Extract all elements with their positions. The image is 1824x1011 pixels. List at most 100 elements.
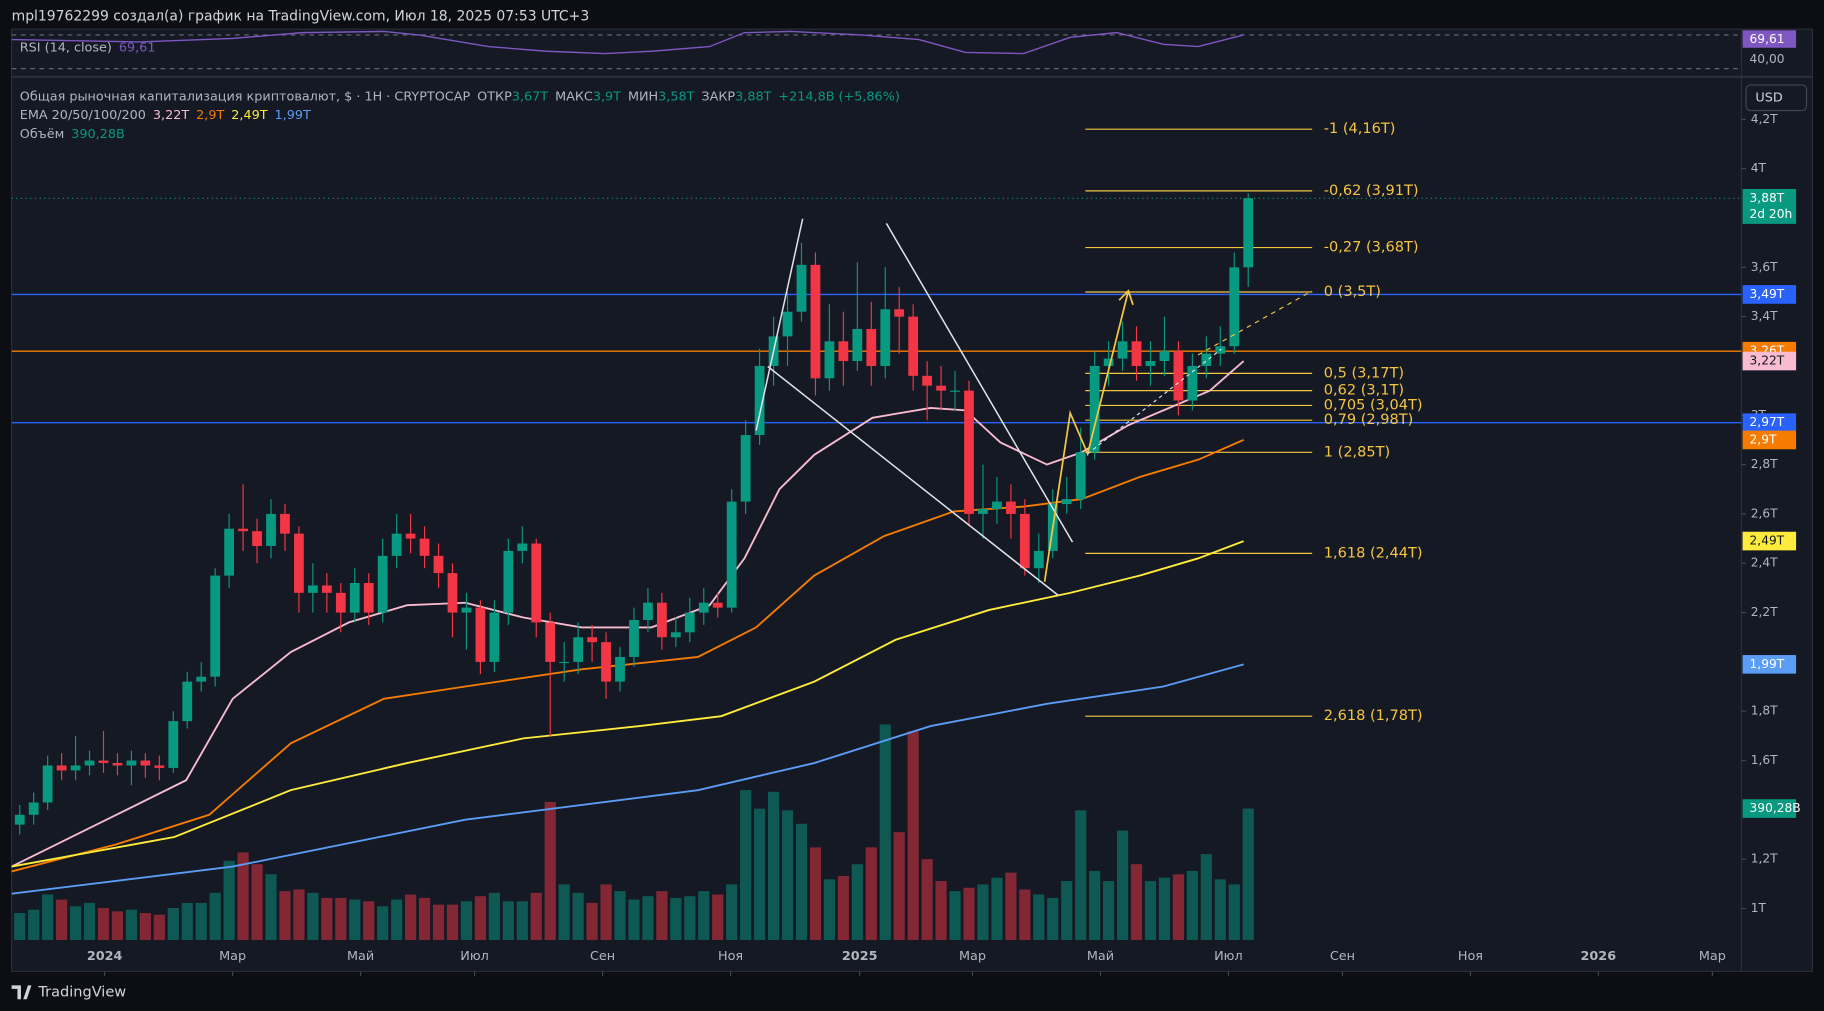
candle-body	[629, 619, 639, 657]
volume-bar	[1103, 881, 1115, 940]
volume-bar	[558, 884, 570, 940]
candle-body	[796, 264, 807, 312]
volume-bar	[307, 892, 319, 940]
trendline	[767, 365, 1060, 597]
candle-body	[1089, 365, 1100, 453]
volume-bar	[1242, 808, 1254, 940]
candle-body	[28, 802, 39, 815]
volume-bar	[125, 909, 137, 940]
candle-body	[294, 533, 304, 593]
y-tick-label: 1T	[1751, 901, 1767, 915]
volume-bar	[991, 877, 1003, 940]
credit: mpl19762299 создал(а) график на TradingV…	[12, 8, 590, 24]
candle-body	[70, 765, 81, 771]
volume-bar	[363, 901, 375, 940]
candle-body	[670, 632, 681, 638]
volume-bar	[544, 801, 556, 940]
y-tick-label: 2,2T	[1751, 605, 1778, 619]
candle-body	[810, 264, 821, 379]
candle-body	[475, 607, 486, 662]
last-price-tag	[1742, 188, 1797, 224]
volume-bar	[209, 892, 221, 940]
ema-value: 3,22T	[153, 108, 189, 123]
fib-label: 0,705 (3,04T)	[1324, 397, 1423, 413]
ema-value: 1,99T	[275, 108, 311, 123]
volume-bar	[377, 906, 389, 940]
candle-body	[1061, 499, 1072, 505]
candle-body	[1019, 513, 1030, 569]
projection	[1197, 290, 1313, 356]
volume-bar	[139, 913, 151, 940]
volume-bar	[977, 884, 989, 940]
currency-button[interactable]	[1745, 84, 1808, 112]
candle-body	[712, 602, 723, 608]
volume-bar	[1075, 810, 1087, 940]
y-tick-label: 3,4T	[1751, 309, 1778, 323]
ema-tag	[1742, 531, 1797, 551]
volume-bar	[851, 864, 863, 940]
y-tick-label: 1,6T	[1751, 753, 1778, 767]
volume-bar	[265, 874, 277, 940]
ema-line	[11, 439, 1245, 873]
x-tick-label: Мар	[1699, 949, 1726, 964]
rsi-level-label: 40,00	[1750, 52, 1785, 66]
volume-bar	[516, 901, 528, 940]
volume-bar	[726, 884, 738, 940]
rsi-line	[11, 30, 1244, 55]
candle-body	[335, 592, 346, 613]
fib-label: 1,618 (2,44T)	[1324, 545, 1423, 561]
candle-body	[964, 390, 974, 514]
volume-bar	[1228, 884, 1240, 940]
candle-body	[266, 513, 276, 546]
candle-body	[1005, 501, 1016, 514]
candle-body	[1159, 351, 1170, 362]
candle-body	[517, 543, 528, 551]
y-tick-label: 2,4T	[1751, 556, 1778, 570]
fib-label: 0 (3,5T)	[1324, 284, 1381, 300]
currency[interactable]: USD	[1755, 90, 1782, 105]
candle-body	[726, 501, 737, 608]
candle-body	[782, 311, 793, 337]
volume-bar	[391, 899, 403, 940]
candle-body	[545, 622, 556, 662]
candle-body	[754, 365, 765, 436]
volume-bar	[418, 897, 431, 940]
ema-tag	[1742, 655, 1797, 674]
candle-body	[615, 656, 625, 682]
volume-bar	[893, 832, 905, 940]
candle-body	[698, 602, 709, 613]
ohlc-key: ОТКР	[477, 89, 512, 104]
candle-body	[894, 309, 905, 317]
volume-bar	[1033, 894, 1045, 940]
volume-bar	[14, 913, 26, 940]
candle-body	[503, 550, 514, 613]
volume-bar	[823, 879, 835, 940]
projection	[1087, 348, 1222, 455]
y-tick-label: 1,2T	[1751, 852, 1778, 866]
symbol: Общая рыночная капитализация криптовалют…	[20, 89, 471, 104]
volume-bar	[572, 892, 584, 940]
ema-tag	[1742, 430, 1797, 450]
volume-bar	[795, 823, 808, 940]
candle-body	[308, 585, 318, 593]
candle-body	[447, 573, 458, 613]
volume-bar	[670, 897, 682, 940]
ohlc-value: 3,58T	[658, 89, 694, 104]
ohlc-value: 3,67T	[512, 89, 548, 104]
candle-body	[238, 528, 248, 532]
rsi-title: RSI (14, close) 69,61	[20, 40, 156, 55]
candle-body	[224, 528, 235, 576]
candle-body	[587, 637, 597, 643]
fib-label: 0,79 (2,98T)	[1324, 412, 1414, 428]
volume-bar	[935, 881, 947, 940]
candle-body	[643, 602, 653, 620]
volume-bar	[111, 911, 124, 940]
ema-value: 2,9T	[196, 108, 224, 123]
volume-bar	[1130, 864, 1143, 940]
y-tick-label: 1,8T	[1751, 704, 1778, 718]
x-tick-label: Мар	[959, 949, 986, 964]
candle-body	[531, 543, 542, 623]
x-tick-label: Ноя	[1458, 949, 1483, 964]
y-tick-label: 2,8T	[1751, 457, 1778, 471]
